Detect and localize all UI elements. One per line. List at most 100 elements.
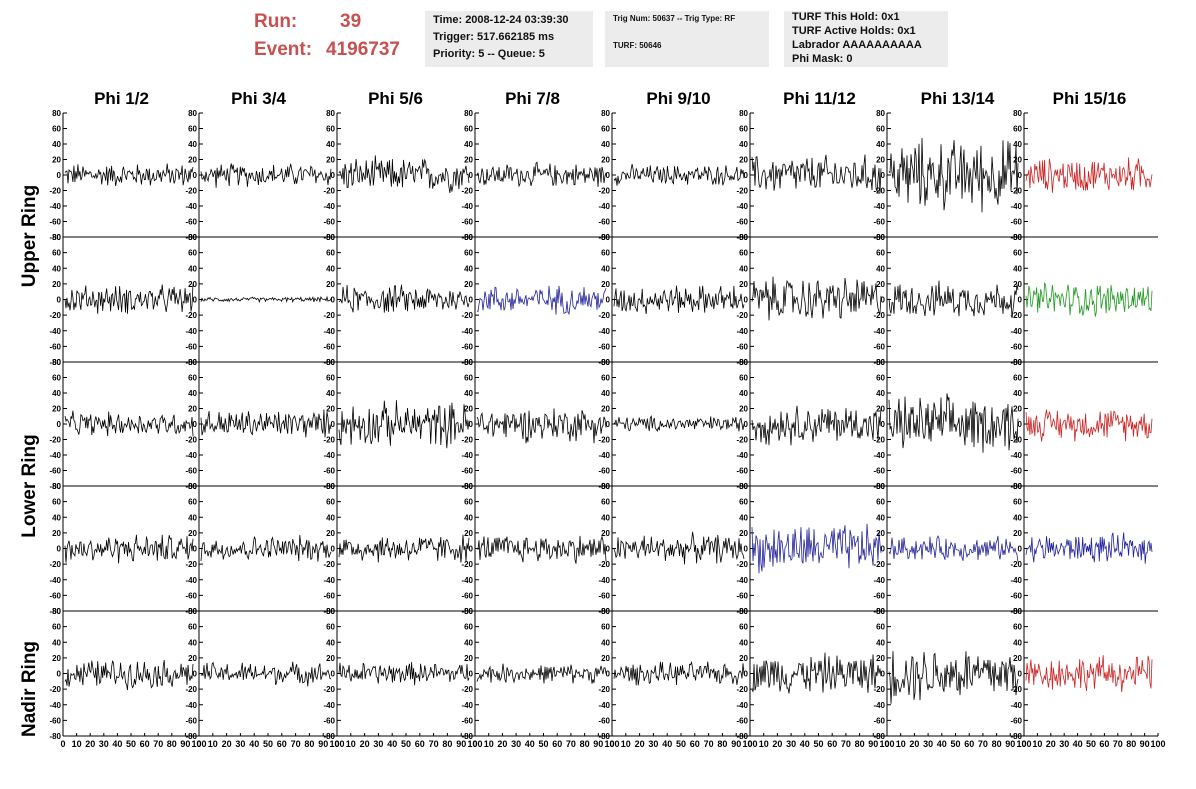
y-tick-label: 60: [601, 498, 610, 507]
y-tick-label: -60: [323, 591, 335, 600]
x-tick-label: 10: [208, 739, 218, 749]
y-tick-label: 40: [326, 638, 335, 647]
waveform-r4-c3: [338, 534, 470, 563]
x-tick-label: 100: [742, 739, 757, 749]
y-tick-label: 40: [739, 140, 748, 149]
x-tick-label: 20: [222, 739, 232, 749]
y-tick-label: 80: [188, 482, 197, 491]
x-tick-label: 40: [387, 739, 397, 749]
y-tick-label: 0: [57, 670, 62, 679]
x-tick-label: 80: [1126, 739, 1136, 749]
y-tick-label: -60: [873, 218, 885, 227]
waveform-r2-c3: [338, 284, 470, 313]
phi-mask-text: Phi Mask: 0: [792, 53, 853, 65]
waveform-r3-c4: [476, 408, 607, 444]
y-tick-label: -60: [598, 716, 610, 725]
x-tick-label: 70: [429, 739, 439, 749]
y-tick-label: 0: [469, 171, 474, 180]
x-tick-label: 90: [731, 739, 741, 749]
y-tick-label: -80: [49, 358, 61, 367]
y-tick-label: -40: [49, 202, 61, 211]
x-tick-label: 20: [497, 739, 507, 749]
y-tick-label: -20: [185, 685, 197, 694]
x-tick-label: 100: [191, 739, 206, 749]
y-tick-label: -60: [49, 342, 61, 351]
x-tick-label: 100: [1150, 739, 1165, 749]
run-label: Run:: [254, 11, 298, 32]
y-tick-label: -40: [185, 327, 197, 336]
y-tick-label: 60: [464, 125, 473, 134]
y-tick-label: 40: [876, 264, 885, 273]
y-tick-label: 80: [876, 607, 885, 616]
y-tick-label: -20: [736, 436, 748, 445]
x-tick-label: 60: [277, 739, 287, 749]
y-tick-label: -40: [461, 701, 473, 710]
y-tick-label: 60: [739, 498, 748, 507]
y-tick-label: 80: [601, 358, 610, 367]
y-tick-label: -40: [461, 576, 473, 585]
y-tick-label: 60: [188, 498, 197, 507]
y-tick-label: -80: [185, 732, 197, 741]
x-tick-label: 30: [1059, 739, 1069, 749]
y-tick-label: 80: [739, 109, 748, 118]
y-tick-label: -40: [736, 451, 748, 460]
y-tick-label: -40: [1010, 202, 1022, 211]
x-tick-label: 20: [909, 739, 919, 749]
y-tick-label: 20: [464, 529, 473, 538]
x-tick-label: 90: [180, 739, 190, 749]
y-tick-label: -80: [49, 732, 61, 741]
y-tick-label: 20: [326, 529, 335, 538]
x-tick-label: 20: [1046, 739, 1056, 749]
y-tick-label: 80: [1013, 482, 1022, 491]
y-tick-label: 60: [52, 623, 61, 632]
y-tick-label: 0: [1018, 296, 1023, 305]
y-tick-label: -60: [461, 342, 473, 351]
waveform-r5-c2: [200, 661, 332, 687]
turf-info-box: TURF This Hold: 0x1 TURF Active Holds: 0…: [784, 11, 948, 67]
y-tick-label: -60: [598, 467, 610, 476]
y-tick-label: -60: [736, 218, 748, 227]
y-tick-label: 80: [326, 233, 335, 242]
y-tick-label: -60: [461, 218, 473, 227]
waveform-r3-c8: [1025, 409, 1153, 442]
y-tick-label: 0: [606, 420, 611, 429]
y-tick-label: -60: [736, 342, 748, 351]
run-value: 39: [340, 11, 362, 32]
y-tick-label: -40: [323, 327, 335, 336]
y-tick-label: 20: [326, 156, 335, 165]
y-tick-label: 80: [52, 109, 61, 118]
x-tick-label: 60: [1099, 739, 1109, 749]
y-tick-label: 40: [188, 264, 197, 273]
y-tick-label: 0: [331, 296, 336, 305]
x-tick-label: 0: [472, 739, 477, 749]
y-tick-label: -20: [461, 436, 473, 445]
y-tick-label: 80: [739, 607, 748, 616]
y-tick-label: 60: [876, 498, 885, 507]
x-tick-label: 50: [1086, 739, 1096, 749]
y-tick-label: 40: [52, 513, 61, 522]
y-tick-label: -20: [598, 187, 610, 196]
y-tick-label: -60: [1010, 716, 1022, 725]
x-tick-label: 90: [593, 739, 603, 749]
x-tick-label: 80: [855, 739, 865, 749]
y-tick-label: 80: [326, 358, 335, 367]
y-tick-label: -40: [461, 327, 473, 336]
y-tick-label: 40: [326, 513, 335, 522]
y-tick-label: 60: [739, 249, 748, 258]
x-tick-label: 10: [72, 739, 82, 749]
x-tick-label: 40: [249, 739, 259, 749]
y-tick-label: 60: [464, 374, 473, 383]
y-tick-label: 0: [606, 670, 611, 679]
y-tick-label: 0: [744, 171, 749, 180]
y-tick-label: -40: [1010, 451, 1022, 460]
y-tick-label: -60: [873, 716, 885, 725]
y-tick-label: -40: [323, 701, 335, 710]
y-tick-label: -40: [873, 451, 885, 460]
y-tick-label: 40: [464, 389, 473, 398]
y-tick-label: 0: [331, 420, 336, 429]
waveform-r4-c2: [200, 535, 332, 562]
y-tick-label: -20: [461, 685, 473, 694]
y-tick-label: -60: [185, 342, 197, 351]
y-tick-label: 0: [331, 670, 336, 679]
y-tick-label: 0: [881, 296, 886, 305]
